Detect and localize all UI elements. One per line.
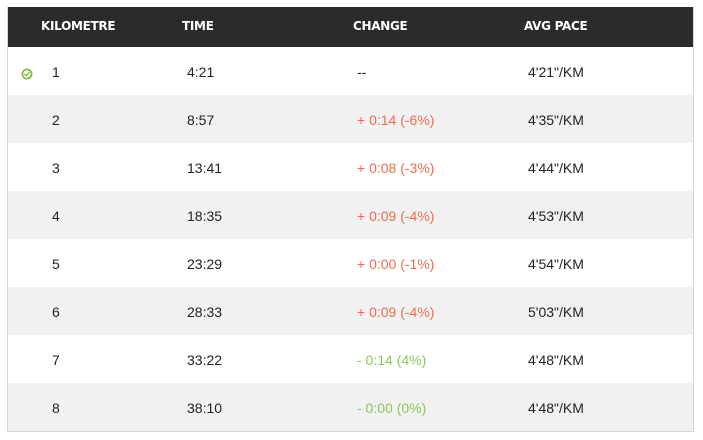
- splits-table: KILOMETRE TIME CHANGE AVG PACE 1 4:21 --…: [7, 7, 694, 432]
- time-cell: 4:21: [187, 64, 215, 80]
- table-row[interactable]: 8 38:10 - 0:00 (0%) 4'48"/KM: [8, 383, 693, 431]
- change-cell: --: [357, 64, 367, 80]
- pace-cell: 4'48"/KM: [528, 352, 584, 368]
- table-row[interactable]: 5 23:29 + 0:00 (-1%) 4'54"/KM: [8, 239, 693, 287]
- table-header: KILOMETRE TIME CHANGE AVG PACE: [8, 7, 693, 47]
- km-cell: 2: [52, 112, 60, 128]
- time-cell: 13:41: [187, 160, 223, 176]
- km-cell: 3: [52, 160, 60, 176]
- pace-cell: 4'21"/KM: [528, 64, 584, 80]
- time-cell: 8:57: [187, 112, 215, 128]
- km-cell: 4: [52, 208, 60, 224]
- time-cell: 18:35: [187, 208, 223, 224]
- column-header-time[interactable]: TIME: [182, 19, 214, 33]
- km-cell: 8: [52, 400, 60, 416]
- change-cell: - 0:00 (0%): [357, 400, 427, 416]
- change-cell: + 0:14 (-6%): [357, 112, 435, 128]
- pace-cell: 4'53"/KM: [528, 208, 584, 224]
- change-cell: + 0:09 (-4%): [357, 304, 435, 320]
- pace-cell: 4'35"/KM: [528, 112, 584, 128]
- time-cell: 23:29: [187, 256, 223, 272]
- change-cell: - 0:14 (4%): [357, 352, 427, 368]
- km-cell: 6: [52, 304, 60, 320]
- table-row[interactable]: 2 8:57 + 0:14 (-6%) 4'35"/KM: [8, 95, 693, 143]
- km-cell: 7: [52, 352, 60, 368]
- pace-cell: 4'54"/KM: [528, 256, 584, 272]
- column-header-avg-pace[interactable]: AVG PACE: [524, 19, 588, 33]
- pace-cell: 4'48"/KM: [528, 400, 584, 416]
- time-cell: 28:33: [187, 304, 223, 320]
- column-header-change[interactable]: CHANGE: [353, 19, 408, 33]
- change-cell: + 0:08 (-3%): [357, 160, 435, 176]
- change-cell: + 0:00 (-1%): [357, 256, 435, 272]
- table-row[interactable]: 7 33:22 - 0:14 (4%) 4'48"/KM: [8, 335, 693, 383]
- table-row[interactable]: 4 18:35 + 0:09 (-4%) 4'53"/KM: [8, 191, 693, 239]
- time-cell: 38:10: [187, 400, 223, 416]
- check-circle-icon: [21, 68, 33, 80]
- pace-cell: 5'03"/KM: [528, 304, 584, 320]
- table-row[interactable]: 3 13:41 + 0:08 (-3%) 4'44"/KM: [8, 143, 693, 191]
- km-cell: 5: [52, 256, 60, 272]
- pace-cell: 4'44"/KM: [528, 160, 584, 176]
- table-row[interactable]: 6 28:33 + 0:09 (-4%) 5'03"/KM: [8, 287, 693, 335]
- km-cell: 1: [52, 64, 60, 80]
- change-cell: + 0:09 (-4%): [357, 208, 435, 224]
- column-header-kilometre[interactable]: KILOMETRE: [41, 19, 116, 33]
- table-row[interactable]: 1 4:21 -- 4'21"/KM: [8, 47, 693, 95]
- time-cell: 33:22: [187, 352, 223, 368]
